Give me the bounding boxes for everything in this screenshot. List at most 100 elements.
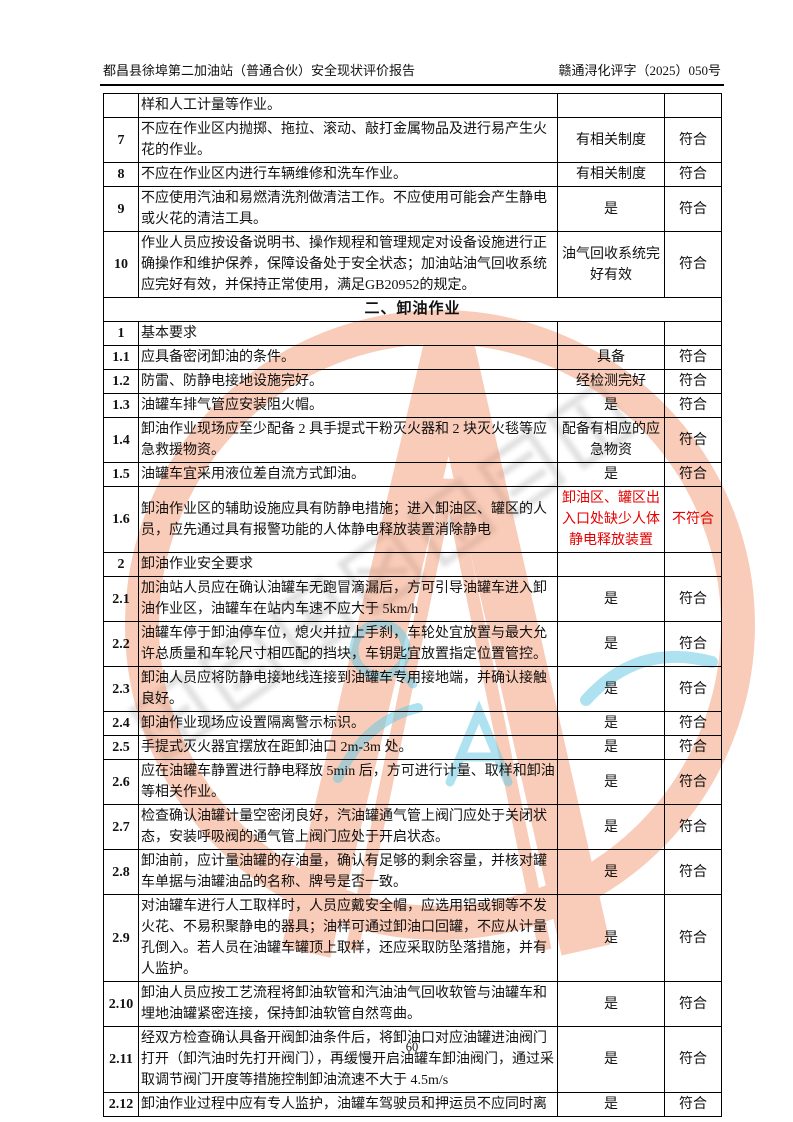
section-row: 二、卸油作业 [103, 297, 722, 322]
description-cell: 手提式灭火器宜摆放在距卸油口 2m-3m 处。 [138, 735, 558, 760]
row-number-cell: 1.2 [103, 369, 139, 394]
result-cell [664, 552, 722, 577]
status-cell: 是 [557, 804, 665, 850]
table-row: 2.10 卸油人员应按工艺流程将卸油软管和汽油油气回收软管与油罐车和埋地油罐紧密连… [103, 981, 722, 1027]
row-number-cell: 2.6 [103, 759, 139, 805]
status-cell: 是 [557, 393, 665, 418]
row-number-cell: 1 [103, 321, 139, 346]
description-cell: 卸油作业现场应至少配备 2 具手提式干粉灭火器和 2 块灭火毯等应急救援物资。 [138, 417, 558, 463]
table-row: 1.4 卸油作业现场应至少配备 2 具手提式干粉灭火器和 2 块灭火毯等应急救援物… [103, 417, 722, 463]
row-number-cell: 2.12 [103, 1092, 139, 1117]
status-cell: 是 [557, 1026, 665, 1093]
result-cell: 符合 [664, 231, 722, 298]
result-cell: 符合 [664, 804, 722, 850]
description-cell: 对油罐车进行人工取样时，人员应戴安全帽，应选用铝或铜等不发火花、不易积聚静电的器… [138, 894, 558, 982]
table-row: 2.2 油罐车停于卸油停车位，熄火并拉上手刹，车轮处宜放置与最大允许总质量和车轮尺… [103, 621, 722, 667]
row-number-cell: 9 [103, 186, 139, 232]
table-row: 2.1 加油站人员应在确认油罐车无跑冒滴漏后，方可引导油罐车进入卸油作业区，油罐车… [103, 576, 722, 622]
table-row: 2.11 经双方检查确认具备开阀卸油条件后，将卸油口对应油罐进油阀门打开（卸汽油时… [103, 1026, 722, 1093]
description-cell: 不应在作业区内抛掷、拖拉、滚动、敲打金属物品及进行易产生火花的作业。 [138, 117, 558, 163]
status-cell: 有相关制度 [557, 162, 665, 187]
description-cell: 不应使用汽油和易燃清洗剂做清洁工作。不应使用可能会产生静电或火花的清洁工具。 [138, 186, 558, 232]
result-cell: 符合 [664, 666, 722, 712]
status-cell: 是 [557, 711, 665, 736]
row-number-cell: 1.5 [103, 462, 139, 487]
status-cell: 卸油区、罐区出入口处缺少人体静电释放装置 [557, 486, 665, 553]
result-cell: 符合 [664, 417, 722, 463]
header-doc-number: 赣通浔化评字（2025）050号 [558, 63, 721, 78]
description-cell: 卸油作业安全要求 [138, 552, 558, 577]
row-number-cell: 10 [103, 231, 139, 298]
row-number-cell: 2.1 [103, 576, 139, 622]
status-cell: 是 [557, 759, 665, 805]
status-cell [557, 552, 665, 577]
row-number-cell [103, 93, 139, 118]
table-row: 2 卸油作业安全要求 [103, 552, 722, 577]
description-cell: 油罐车宜采用液位差自流方式卸油。 [138, 462, 558, 487]
row-number-cell: 2.2 [103, 621, 139, 667]
row-number-cell: 2 [103, 552, 139, 577]
table-row: 8 不应在作业区内进行车辆维修和洗车作业。 有相关制度 符合 [103, 162, 722, 187]
status-cell: 是 [557, 576, 665, 622]
result-cell: 符合 [664, 981, 722, 1027]
row-number-cell: 1.3 [103, 393, 139, 418]
row-number-cell: 1.6 [103, 486, 139, 553]
page-number: 60 [405, 1040, 419, 1054]
description-cell: 油罐车停于卸油停车位，熄火并拉上手刹，车轮处宜放置与最大允许总质量和车轮尺寸相匹… [138, 621, 558, 667]
status-cell: 具备 [557, 345, 665, 370]
description-cell: 卸油作业区的辅助设施应具有防静电措施；进入卸油区、罐区的人员，应先通过具有报警功… [138, 486, 558, 553]
description-cell: 基本要求 [138, 321, 558, 346]
description-cell: 不应在作业区内进行车辆维修和洗车作业。 [138, 162, 558, 187]
result-cell [664, 321, 722, 346]
status-cell: 油气回收系统完好有效 [557, 231, 665, 298]
row-number-cell: 2.4 [103, 711, 139, 736]
status-cell [557, 93, 665, 118]
row-number-cell: 2.11 [103, 1026, 139, 1093]
result-cell: 符合 [664, 759, 722, 805]
header-divider [100, 84, 724, 86]
row-number-cell: 2.8 [103, 849, 139, 895]
table-row: 样和人工计量等作业。 [103, 93, 722, 118]
status-cell: 有相关制度 [557, 117, 665, 163]
row-number-cell: 2.5 [103, 735, 139, 760]
description-cell: 卸油前，应计量油罐的存油量，确认有足够的剩余容量，并核对罐车单据与油罐油品的名称… [138, 849, 558, 895]
status-cell: 是 [557, 981, 665, 1027]
description-cell: 应在油罐车静置进行静电释放 5min 后，方可进行计量、取样和卸油等相关作业。 [138, 759, 558, 805]
result-cell: 符合 [664, 735, 722, 760]
row-number-cell: 2.7 [103, 804, 139, 850]
table-row: 1.2 防雷、防静电接地设施完好。 经检测完好 符合 [103, 369, 722, 394]
row-number-cell: 2.10 [103, 981, 139, 1027]
table-row: 2.9 对油罐车进行人工取样时，人员应戴安全帽，应选用铝或铜等不发火花、不易积聚静… [103, 894, 722, 982]
description-cell: 样和人工计量等作业。 [138, 93, 558, 118]
description-cell: 卸油作业过程中应有专人监护，油罐车驾驶员和押运员不应同时离 [138, 1092, 558, 1117]
result-cell: 符合 [664, 621, 722, 667]
header-report-title: 都昌县徐埠第二加油站（普通合伙）安全现状评价报告 [103, 63, 416, 78]
table-row: 7 不应在作业区内抛掷、拖拉、滚动、敲打金属物品及进行易产生火花的作业。 有相关制度… [103, 117, 722, 163]
result-cell: 符合 [664, 117, 722, 163]
table-row: 2.7 检查确认油罐计量空密闭良好，汽油罐通气管上阀门应处于关闭状态，安装呼吸阀的… [103, 804, 722, 850]
description-cell: 卸油作业现场应设置隔离警示标识。 [138, 711, 558, 736]
result-cell: 符合 [664, 711, 722, 736]
description-cell: 作业人员应按设备说明书、操作规程和管理规定对设备设施进行正确操作和维护保养，保障… [138, 231, 558, 298]
table-row: 2.5 手提式灭火器宜摆放在距卸油口 2m-3m 处。是符合 [103, 735, 722, 760]
row-number-cell: 8 [103, 162, 139, 187]
status-cell [557, 321, 665, 346]
status-cell: 是 [557, 894, 665, 982]
table-row: 10 作业人员应按设备说明书、操作规程和管理规定对设备设施进行正确操作和维护保养，… [103, 231, 722, 298]
description-cell: 防雷、防静电接地设施完好。 [138, 369, 558, 394]
status-cell: 是 [557, 186, 665, 232]
description-cell: 油罐车排气管应安装阻火帽。 [138, 393, 558, 418]
description-cell: 卸油人员应按工艺流程将卸油软管和汽油油气回收软管与油罐车和埋地油罐紧密连接，保持… [138, 981, 558, 1027]
result-cell [664, 93, 722, 118]
page-header: 都昌县徐埠第二加油站（普通合伙）安全现状评价报告 赣通浔化评字（2025）050… [103, 60, 721, 79]
row-number-cell: 1.4 [103, 417, 139, 463]
table-row: 2.8 卸油前，应计量油罐的存油量，确认有足够的剩余容量，并核对罐车单据与油罐油品… [103, 849, 722, 895]
row-number-cell: 1.1 [103, 345, 139, 370]
table-row: 2.4 卸油作业现场应设置隔离警示标识。是符合 [103, 711, 722, 736]
result-cell: 符合 [664, 369, 722, 394]
status-cell: 是 [557, 666, 665, 712]
description-cell: 检查确认油罐计量空密闭良好，汽油罐通气管上阀门应处于关闭状态，安装呼吸阀的通气管… [138, 804, 558, 850]
evaluation-table-body: 样和人工计量等作业。 7 不应在作业区内抛掷、拖拉、滚动、敲打金属物品及进行易产生火… [103, 93, 722, 1117]
status-cell: 是 [557, 1092, 665, 1117]
